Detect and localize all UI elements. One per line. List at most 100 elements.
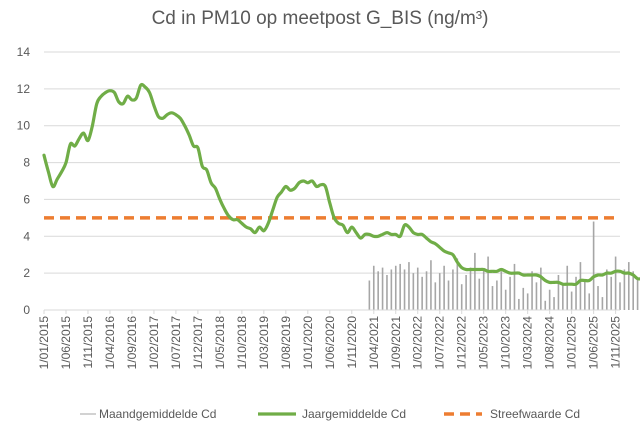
- legend-label-maandgemiddelde: Maandgemiddelde Cd: [99, 407, 216, 421]
- x-tick-label: 1/01/2020: [301, 316, 315, 370]
- bar-maandgemiddelde: [474, 252, 476, 310]
- maandgemiddelde-bars: [368, 221, 639, 310]
- bar-maandgemiddelde: [632, 271, 634, 310]
- bar-maandgemiddelde: [421, 276, 423, 310]
- bar-maandgemiddelde: [496, 280, 498, 310]
- bar-maandgemiddelde: [526, 293, 529, 310]
- x-tick-label: 1/01/2015: [37, 316, 51, 370]
- x-tick-label: 1/02/2017: [147, 316, 161, 370]
- x-tick-label: 1/04/2021: [367, 316, 381, 370]
- bar-maandgemiddelde: [504, 289, 507, 310]
- x-tick-label: 1/11/2025: [609, 316, 623, 369]
- x-tick-label: 1/08/2019: [279, 316, 293, 370]
- bar-maandgemiddelde: [531, 271, 533, 310]
- chart-title: Cd in PM10 op meetpost G_BIS (ng/m³): [152, 8, 489, 29]
- bar-maandgemiddelde: [487, 256, 489, 310]
- bar-maandgemiddelde: [452, 269, 454, 310]
- bar-maandgemiddelde: [394, 265, 397, 310]
- legend-item-streefwaarde: Streefwaarde Cd: [444, 407, 580, 421]
- x-tick-label: 1/12/2022: [455, 316, 469, 370]
- bar-maandgemiddelde: [562, 284, 564, 310]
- y-tick-label: 8: [23, 156, 30, 170]
- bar-maandgemiddelde: [619, 282, 621, 310]
- bar-maandgemiddelde: [544, 300, 547, 310]
- bar-maandgemiddelde: [412, 273, 415, 310]
- bar-maandgemiddelde: [491, 286, 494, 310]
- bar-maandgemiddelde: [430, 260, 432, 310]
- bar-maandgemiddelde: [460, 284, 463, 310]
- bar-maandgemiddelde: [636, 278, 639, 310]
- bar-maandgemiddelde: [478, 278, 481, 310]
- y-tick-label: 10: [17, 119, 31, 133]
- bar-maandgemiddelde: [469, 267, 472, 310]
- bar-maandgemiddelde: [579, 262, 582, 310]
- legend-label-jaargemiddelde: Jaargemiddelde Cd: [302, 407, 406, 421]
- jaargemiddelde-line: [42, 82, 640, 287]
- bar-maandgemiddelde: [443, 265, 445, 310]
- bar-maandgemiddelde: [588, 293, 591, 310]
- x-tick-label: 1/03/2019: [257, 316, 271, 370]
- bar-maandgemiddelde: [627, 262, 630, 310]
- x-tick-label: 1/03/2024: [521, 316, 535, 370]
- bar-maandgemiddelde: [522, 287, 525, 310]
- bar-maandgemiddelde: [606, 269, 608, 310]
- bar-maandgemiddelde: [601, 297, 604, 310]
- legend-label-streefwaarde: Streefwaarde Cd: [490, 407, 580, 421]
- x-tick-label: 1/12/2017: [191, 316, 205, 370]
- bar-maandgemiddelde: [540, 267, 542, 310]
- x-tick-label: 1/09/2016: [125, 316, 139, 370]
- bar-maandgemiddelde: [535, 282, 538, 310]
- bar-maandgemiddelde: [548, 289, 551, 310]
- bar-maandgemiddelde: [377, 271, 379, 310]
- y-tick-label: 0: [23, 303, 30, 317]
- bar-maandgemiddelde: [557, 274, 560, 310]
- legend-item-maandgemiddelde: Maandgemiddelde Cd: [80, 407, 216, 421]
- bar-maandgemiddelde: [509, 276, 511, 310]
- bar-maandgemiddelde: [425, 271, 428, 310]
- bar-maandgemiddelde: [518, 298, 520, 310]
- bar-maandgemiddelde: [399, 263, 401, 310]
- y-axis: 0 2 4 6 8 10 12 14: [17, 45, 31, 317]
- bar-maandgemiddelde: [408, 262, 410, 310]
- bar-maandgemiddelde: [553, 297, 555, 310]
- bar-maandgemiddelde: [372, 265, 375, 310]
- y-tick-label: 12: [17, 82, 31, 96]
- legend-item-jaargemiddelde: Jaargemiddelde Cd: [258, 407, 406, 421]
- bar-maandgemiddelde: [416, 267, 419, 310]
- x-tick-label: 1/08/2024: [543, 316, 557, 370]
- bar-maandgemiddelde: [513, 263, 516, 310]
- x-tick-label: 1/05/2018: [213, 316, 227, 370]
- y-tick-label: 2: [23, 266, 30, 280]
- x-tick-label: 1/06/2020: [323, 316, 337, 370]
- x-tick-label: 1/01/2025: [565, 316, 579, 370]
- bar-maandgemiddelde: [614, 256, 617, 310]
- bar-maandgemiddelde: [456, 258, 459, 310]
- x-tick-label: 1/05/2023: [477, 316, 491, 370]
- x-tick-label: 1/10/2023: [499, 316, 513, 370]
- x-tick-label: 1/11/2020: [345, 316, 359, 369]
- y-tick-label: 14: [17, 45, 31, 59]
- bar-maandgemiddelde: [465, 274, 467, 310]
- bar-maandgemiddelde: [368, 280, 371, 310]
- bar-maandgemiddelde: [575, 276, 577, 310]
- x-tick-label: 1/04/2016: [103, 316, 117, 370]
- bar-maandgemiddelde: [434, 282, 437, 310]
- bar-maandgemiddelde: [597, 286, 599, 310]
- x-tick-label: 1/06/2025: [587, 316, 601, 370]
- bar-maandgemiddelde: [482, 269, 485, 310]
- x-tick-label: 1/06/2015: [59, 316, 73, 370]
- bar-maandgemiddelde: [381, 267, 384, 310]
- bar-maandgemiddelde: [386, 274, 388, 310]
- bar-maandgemiddelde: [390, 269, 393, 310]
- legend: Maandgemiddelde Cd Jaargemiddelde Cd Str…: [80, 407, 580, 421]
- bar-maandgemiddelde: [500, 271, 503, 310]
- x-tick-label: 1/07/2022: [433, 316, 447, 370]
- y-tick-label: 6: [23, 192, 30, 206]
- bar-maandgemiddelde: [584, 280, 586, 310]
- bar-maandgemiddelde: [403, 269, 406, 310]
- x-tick-label: 1/11/2015: [81, 316, 95, 369]
- x-tick-label: 1/02/2022: [411, 316, 425, 370]
- y-tick-label: 4: [23, 229, 30, 243]
- x-tick-label: 1/10/2018: [235, 316, 249, 370]
